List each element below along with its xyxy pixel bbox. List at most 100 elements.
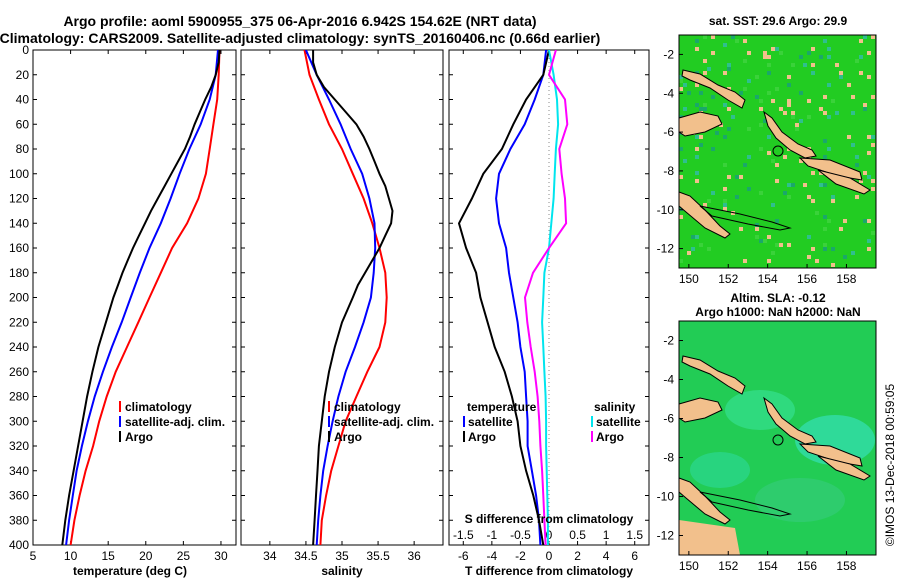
t-diff-argo-line [457, 50, 550, 545]
depth-tick-label: 20 [16, 68, 30, 82]
sst-cell [735, 195, 739, 199]
sst-cell [679, 75, 683, 79]
sst-cell [815, 211, 819, 215]
x-tick-label: 25 [177, 549, 191, 563]
legend-label-t-argo: Argo [468, 430, 496, 444]
sst-cell [727, 63, 731, 67]
sst-cell [679, 207, 683, 211]
depth-tick-label: 120 [9, 192, 29, 206]
map-x-tick-label: 158 [836, 272, 856, 286]
map-y-tick-label: -4 [663, 373, 674, 387]
sst-cell [763, 55, 767, 59]
reef-outline [699, 491, 792, 517]
sst-cell [703, 203, 707, 207]
sst-cell [835, 111, 839, 115]
s-diff-tick-label: 0.5 [569, 528, 586, 542]
bougainville-island [763, 396, 817, 445]
sst-cell [687, 91, 691, 95]
sst-cell [791, 63, 795, 67]
s-diff-tick-label: -1 [487, 528, 498, 542]
map-y-tick-label: -10 [657, 203, 675, 217]
x-tick-label: 2 [574, 549, 581, 563]
sst-cell [695, 103, 699, 107]
depth-tick-label: 0 [22, 43, 29, 57]
sst-cell [811, 171, 815, 175]
sst-cell [823, 39, 827, 43]
sst-cell [871, 187, 875, 191]
map-y-tick-label: -10 [657, 490, 675, 504]
sst-cell [763, 239, 767, 243]
s-diff-satellite-line [541, 50, 560, 545]
sst-cell [823, 215, 827, 219]
x-tick-label: 30 [214, 549, 228, 563]
sst-cell [871, 95, 875, 99]
sst-cell [851, 95, 855, 99]
x-tick-label: -4 [487, 549, 498, 563]
sst-cell [703, 71, 707, 75]
sst-cell [807, 115, 811, 119]
sst-cell [819, 171, 823, 175]
sst-cell [819, 55, 823, 59]
x-tick-label: 34.5 [294, 549, 318, 563]
sst-cell [823, 95, 827, 99]
sst-cell [775, 243, 779, 247]
sst-cell [827, 147, 831, 151]
sst-cell [767, 55, 771, 59]
sst-cell [855, 163, 859, 167]
sst-cell [867, 51, 871, 55]
sst-cell [823, 183, 827, 187]
depth-tick-label: 140 [9, 216, 29, 230]
papua-south-east [678, 477, 731, 525]
map-x-tick-label: 158 [836, 559, 856, 573]
sst-cell [759, 147, 763, 151]
new-britain-west [678, 111, 723, 137]
sst-cell [699, 243, 703, 247]
argo-location-marker-sla [772, 434, 784, 446]
t-diff-xlabel: T difference from climatology [465, 564, 633, 578]
s-diff-tick-label: -1.5 [453, 528, 474, 542]
sst-cell [871, 179, 875, 183]
legend-label-s-satellite: satellite [596, 415, 641, 429]
sst-cell [871, 231, 875, 235]
map-y-tick-label: -6 [663, 125, 674, 139]
sst-cell [743, 259, 747, 263]
sst-cell [787, 83, 791, 87]
sst-cell [767, 235, 771, 239]
sst-cell [819, 107, 823, 111]
sst-cell [867, 239, 871, 243]
sst-cell [711, 95, 715, 99]
sst-cell [695, 47, 699, 51]
sst-cell [743, 39, 747, 43]
sst-cell [815, 259, 819, 263]
sst-cell [851, 251, 855, 255]
temperature-axes: 0 20 40 60 80 100 120 140 160 180 200 220 240 260 280 3… [9, 43, 236, 563]
map-y-tick-label: -8 [663, 164, 674, 178]
sst-cell [759, 123, 763, 127]
sst-cell [795, 123, 799, 127]
sst-cell [799, 119, 803, 123]
sst-cell [683, 83, 687, 87]
x-tick-label: 35.5 [366, 549, 390, 563]
sst-cell [827, 83, 831, 87]
sst-cell [783, 111, 787, 115]
sst-cell [811, 247, 815, 251]
x-tick-label: 15 [102, 549, 116, 563]
x-tick-label: 34 [263, 549, 277, 563]
map-x-tick-label: 156 [797, 272, 817, 286]
legend-label-t-satellite: satellite [468, 415, 513, 429]
sst-cell [711, 191, 715, 195]
sla-blob [755, 478, 845, 522]
depth-tick-label: 340 [9, 464, 29, 478]
depth-tick-label: 380 [9, 513, 29, 527]
sst-cell [695, 171, 699, 175]
sst-cell [847, 135, 851, 139]
sst-cell [827, 47, 831, 51]
salinity-climatology-line [303, 50, 388, 545]
sst-cell [767, 63, 771, 67]
sst-cell [699, 107, 703, 111]
sst-cell [807, 255, 811, 259]
depth-tick-label: 400 [9, 538, 29, 552]
depth-tick-label: 60 [16, 117, 30, 131]
depth-tick-label: 300 [9, 414, 29, 428]
sst-cell [799, 159, 803, 163]
